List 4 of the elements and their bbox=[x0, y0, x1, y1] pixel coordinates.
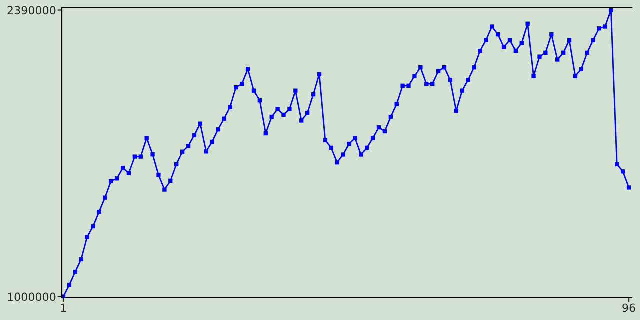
x-tick-label: 96 bbox=[622, 304, 636, 312]
y-tick-label: 1000000 bbox=[8, 292, 56, 302]
y-tick-label: 2390000 bbox=[8, 6, 56, 15]
x-tick-label: 1 bbox=[61, 304, 66, 312]
